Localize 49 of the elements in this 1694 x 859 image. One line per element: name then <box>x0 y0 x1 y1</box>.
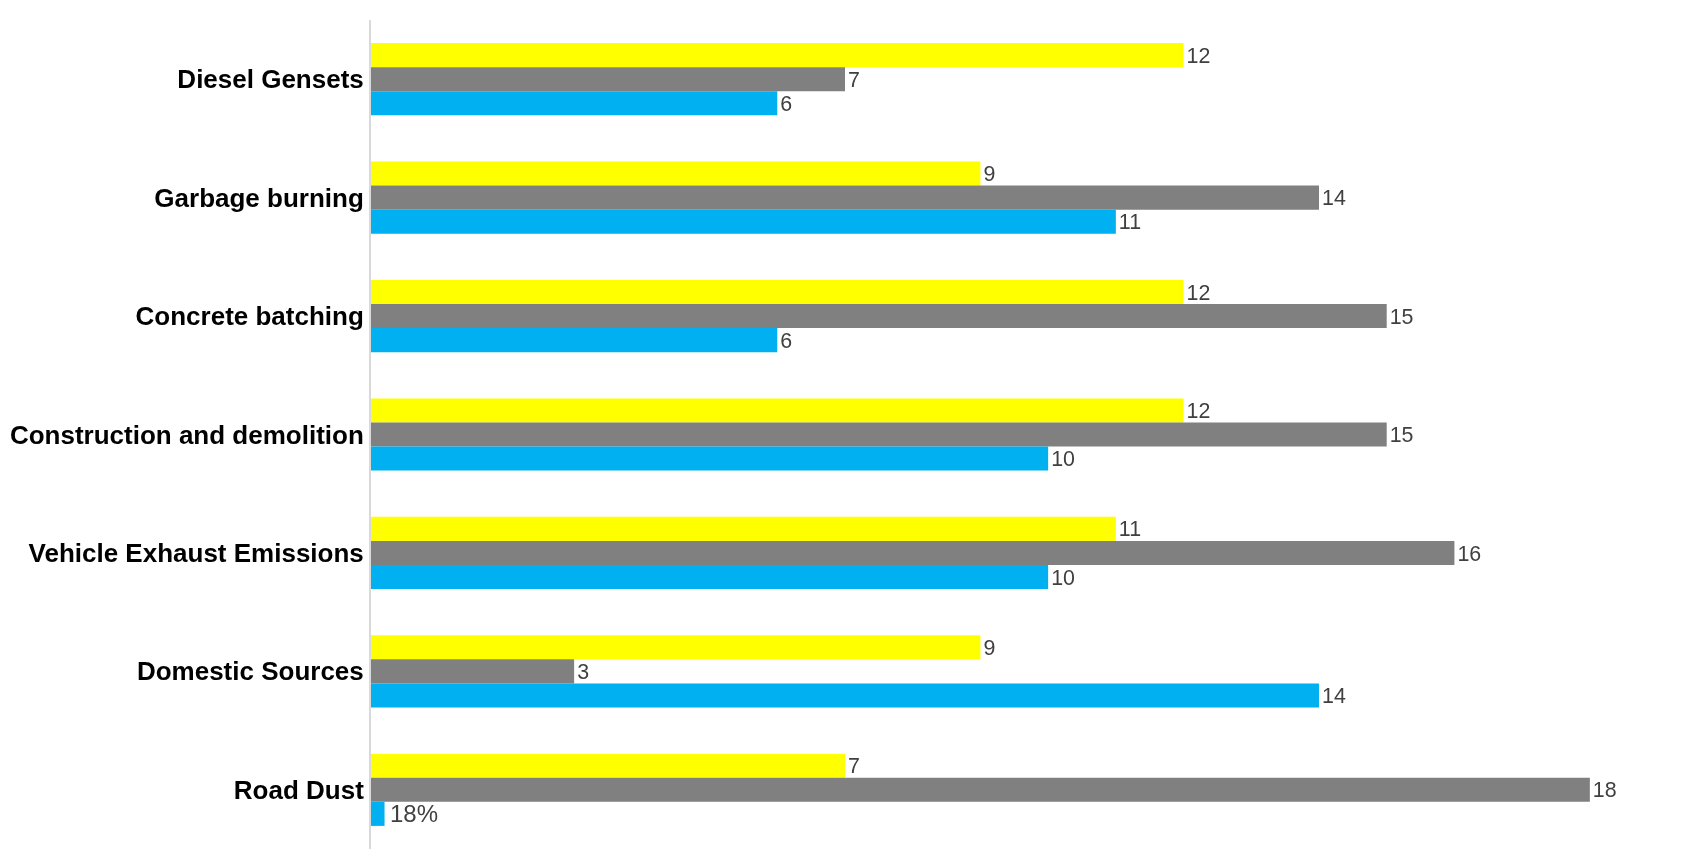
bar <box>371 91 778 116</box>
y-tick-label: Domestic Sources <box>136 656 364 687</box>
data-label: 11 <box>1118 210 1142 235</box>
bar <box>371 659 575 684</box>
bar <box>371 777 1590 802</box>
data-label: 12 <box>1186 43 1211 68</box>
bar <box>371 279 1184 305</box>
bar <box>371 161 981 186</box>
bar <box>371 328 778 353</box>
bar <box>371 635 981 660</box>
data-label: 9 <box>983 635 996 660</box>
y-tick-label: Construction and demolition <box>9 419 364 450</box>
y-tick-label: Road Dust <box>233 774 365 805</box>
y-tick-label: Concrete batching <box>135 301 364 332</box>
data-label: 9 <box>983 162 996 187</box>
bar <box>371 564 1049 590</box>
bar <box>371 398 1184 423</box>
data-label: 18 <box>1592 778 1617 803</box>
y-tick-label: Vehicle Exhaust Emissions <box>28 538 364 569</box>
data-label: 10 <box>1051 447 1076 472</box>
data-label: 11 <box>1118 517 1142 542</box>
bar <box>371 422 1387 447</box>
bar <box>371 67 845 92</box>
bar <box>371 43 1184 68</box>
bar <box>371 753 845 778</box>
bar <box>371 304 1387 329</box>
data-label: 3 <box>577 659 590 684</box>
data-label: 16 <box>1457 541 1482 566</box>
bar <box>371 540 1455 565</box>
bar <box>371 801 385 826</box>
data-label: 6 <box>780 328 793 353</box>
data-label: 14 <box>1322 684 1346 709</box>
data-label: 12 <box>1186 399 1211 423</box>
bar <box>371 185 1319 210</box>
bar <box>371 209 1116 234</box>
data-label: 15 <box>1389 423 1414 448</box>
data-label: 14 <box>1322 186 1346 211</box>
bar <box>371 683 1319 708</box>
bar <box>371 446 1049 471</box>
bar <box>371 516 1116 541</box>
data-label: 10 <box>1051 565 1076 590</box>
data-label: 7 <box>848 754 860 779</box>
y-tick-label: Diesel Gensets <box>177 64 364 95</box>
data-label: 15 <box>1389 304 1414 329</box>
annotation: 18% <box>390 800 439 827</box>
data-label: 6 <box>780 91 793 116</box>
data-label: 7 <box>848 67 860 92</box>
data-label: 12 <box>1186 280 1211 305</box>
y-tick-label: Garbage burning <box>154 182 364 213</box>
